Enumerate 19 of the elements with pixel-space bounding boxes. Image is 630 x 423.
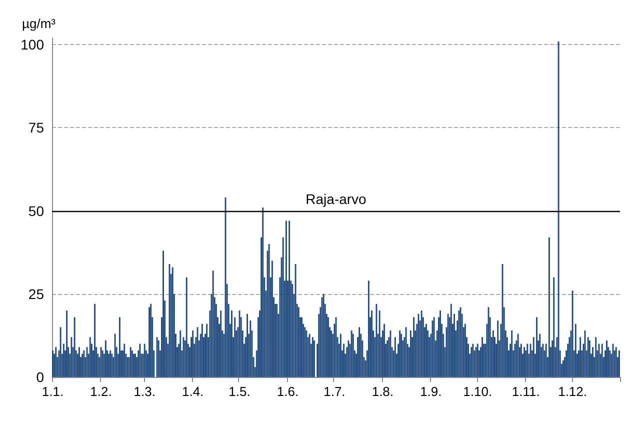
ref-line-label: Raja-arvo: [306, 190, 367, 207]
x-tick-label: 1.5.: [228, 384, 250, 399]
x-tick-label: 1.12.: [558, 384, 587, 399]
x-tick-label: 1.2.: [90, 384, 112, 399]
x-tick-label: 1.3.: [134, 384, 156, 399]
x-tick-label: 1.7.: [324, 384, 346, 399]
x-tick-label: 1.4.: [182, 384, 204, 399]
x-tick-label: 1.8.: [372, 384, 394, 399]
y-axis-title: µg/m³: [22, 16, 56, 31]
y-tick-label: 50: [28, 202, 44, 219]
x-tick-label: 1.10.: [463, 384, 492, 399]
y-tick-label: 25: [28, 286, 44, 302]
y-tick-label: 100: [20, 36, 44, 53]
x-tick-label: 1.9.: [420, 384, 442, 399]
x-tick-label: 1.1.: [42, 384, 64, 399]
y-tick-label: 0: [36, 369, 44, 385]
x-tick-label: 1.11.: [512, 384, 540, 399]
y-tick-label: 75: [28, 120, 44, 136]
x-tick-label: 1.6.: [276, 384, 299, 399]
